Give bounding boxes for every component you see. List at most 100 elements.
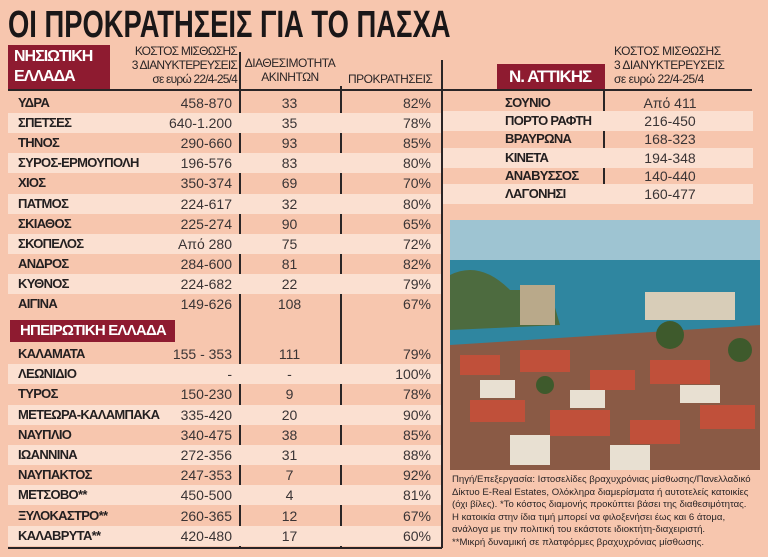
header-rule <box>8 89 442 91</box>
table-bottom-rule <box>8 547 442 549</box>
cell-book: 92% <box>402 467 431 484</box>
table-row: ΠΑΤΜΟΣ 224-617 32 80% <box>8 193 441 214</box>
cell-avail: 93 <box>281 135 298 152</box>
cell-cost: 216-450 <box>644 113 696 130</box>
table-row: ΞΥΛΟΚΑΣΤΡΟ** 260-365 12 67% <box>8 506 441 526</box>
category-label: Ν. ΑΤΤΙΚΗΣ <box>509 67 592 86</box>
attica-cost-header: ΚΟΣΤΟΣ ΜΙΣΘΩΣΗΣ 3 ΔΙΑΝΥΚΤΕΡΕΥΣΕΙΣ σε ευρ… <box>614 44 754 86</box>
cell-name: ΣΥΡΟΣ-ΕΡΜΟΥΠΟΛΗ <box>18 155 139 171</box>
cell-book: 78% <box>402 115 431 132</box>
cell-book: 70% <box>402 175 431 192</box>
table-row: ΚΥΘΝΟΣ 224-682 22 79% <box>8 273 441 294</box>
cost-header-line: ΚΟΣΤΟΣ ΜΙΣΘΩΣΗΣ <box>134 44 238 58</box>
harbor-town-image <box>450 220 760 470</box>
cell-avail: 4 <box>285 487 294 504</box>
cell-avail: - <box>287 366 292 383</box>
cell-cost: 150-230 <box>180 386 232 403</box>
category-label-line: ΝΗΣΙΩΤΙΚΗ <box>14 48 93 65</box>
cell-book: 60% <box>402 527 431 544</box>
cell-name: ΚΑΛΑΜΑΤΑ <box>18 346 85 361</box>
table-row: ΚΙΝΕΤΑ 194-348 <box>443 147 753 168</box>
page-title: ΟΙ ΠΡΟΚΡΑΤΗΣΕΙΣ ΓΙΑ ΤΟ ΠΑΣΧΑ <box>8 4 451 46</box>
cost-header-line: ΚΟΣΤΟΣ ΜΙΣΘΩΣΗΣ <box>614 44 721 58</box>
column-divider <box>441 60 443 548</box>
cell-cost: 140-440 <box>644 167 696 184</box>
cell-book: 80% <box>402 195 431 212</box>
bookings-header: ΠΡΟΚΡΑΤΗΣΕΙΣ <box>348 72 433 86</box>
table-row: ΑΙΓΙΝΑ 149-626 108 67% <box>8 294 441 314</box>
caption-note: Η κατοικία στην ίδια τιμή μπορεί να φιλο… <box>452 511 726 536</box>
cell-name: ΣΠΕΤΣΕΣ <box>18 115 72 131</box>
column-divider <box>239 52 241 548</box>
cell-name: ΜΕΤΕΩΡΑ-ΚΑΛΑΜΠΑΚΑ <box>18 406 160 422</box>
cell-cost: 350-374 <box>180 175 232 192</box>
cell-cost: 458-870 <box>180 95 232 111</box>
cell-cost: 149-626 <box>180 296 232 312</box>
table-row: ΚΑΛΑΒΡΥΤΑ** 420-480 17 60% <box>8 525 441 546</box>
table-row: ΝΑΥΠΛΙΟ 340-475 38 85% <box>8 425 441 445</box>
cell-cost: 225-274 <box>180 215 232 232</box>
cost-header-line: σε ευρώ 22/4-25/4 <box>614 72 704 86</box>
table-row: ΜΕΤΣΟΒΟ** 450-500 4 81% <box>8 485 441 506</box>
table-row: ΣΚΙΑΘΟΣ 225-274 90 65% <box>8 214 441 234</box>
cell-name: ΠΟΡΤΟ ΡΑΦΤΗ <box>505 113 592 129</box>
cell-cost: 284-600 <box>180 255 232 272</box>
availability-header-line: ΑΚΙΝΗΤΩΝ <box>261 70 319 84</box>
cell-name: ΞΥΛΟΚΑΣΤΡΟ** <box>18 507 108 523</box>
cost-header-line: 3 ΔΙΑΝΥΚΤΕΡΕΥΣΕΙΣ <box>614 58 725 72</box>
cell-book: 67% <box>402 296 431 312</box>
cell-cost: 196-576 <box>180 155 232 172</box>
cell-book: 72% <box>402 235 431 252</box>
cell-cost: 272-356 <box>180 447 232 463</box>
cell-name: ΥΔΡΑ <box>18 95 50 110</box>
cell-name: ΙΩΑΝΝΙΝΑ <box>18 447 78 462</box>
table-row: ΛΑΓΟΝΗΣΙ 160-477 <box>443 184 753 204</box>
cell-avail: 7 <box>285 467 294 484</box>
table-row: ΒΡΑΥΡΩΝΑ 168-323 <box>443 129 753 149</box>
cell-name: ΛΕΩΝΙΔΙΟ <box>18 366 77 382</box>
category-label: ΗΠΕΙΡΩΤΙΚΗ ΕΛΛΑΔΑ <box>20 322 167 339</box>
cell-name: ΣΟΥΝΙΟ <box>505 95 551 110</box>
cell-avail: 83 <box>281 155 298 172</box>
cell-avail: 111 <box>278 346 301 362</box>
cell-cost: 640-1.200 <box>168 115 232 132</box>
cell-cost: 194-348 <box>644 149 696 166</box>
table-row: ΧΙΟΣ 350-374 69 70% <box>8 173 441 193</box>
table-row: ΚΑΛΑΜΑΤΑ 155 - 353 111 79% <box>8 344 441 364</box>
cell-name: ΚΥΘΝΟΣ <box>18 275 69 291</box>
category-attica: Ν. ΑΤΤΙΚΗΣ <box>497 64 605 89</box>
cell-name: ΤΥΡΟΣ <box>18 386 58 402</box>
cell-book: 85% <box>402 135 431 152</box>
cost-header-line: σε ευρώ 22/4-25/4 <box>152 72 237 86</box>
cell-name: ΑΝΔΡΟΣ <box>18 255 69 271</box>
column-divider <box>340 86 342 548</box>
cell-book: 100% <box>395 366 431 383</box>
cell-avail: 32 <box>281 195 298 212</box>
cell-book: 79% <box>402 275 431 292</box>
category-islands: ΝΗΣΙΩΤΙΚΗ ΕΛΛΑΔΑ <box>8 45 110 89</box>
cell-avail: 20 <box>281 406 298 423</box>
cell-cost: 155 - 353 <box>172 346 232 362</box>
cell-avail: 35 <box>281 115 298 132</box>
cell-cost: Από 280 <box>177 235 232 252</box>
cell-name: ΝΑΥΠΑΚΤΟΣ <box>18 467 92 483</box>
table-row: ΣΚΟΠΕΛΟΣ Από 280 75 72% <box>8 233 441 254</box>
cell-book: 88% <box>402 447 431 463</box>
cell-cost: 290-660 <box>180 135 232 152</box>
table-row: ΝΑΥΠΑΚΤΟΣ 247-353 7 92% <box>8 465 441 485</box>
cell-cost: 340-475 <box>180 426 232 443</box>
cell-book: 65% <box>402 215 431 232</box>
table-row: ΜΕΤΕΩΡΑ-ΚΑΛΑΜΠΑΚΑ 335-420 20 90% <box>8 404 441 425</box>
cell-name: ΠΑΤΜΟΣ <box>18 195 69 211</box>
attica-column-divider <box>603 89 605 203</box>
cell-name: ΣΚΙΑΘΟΣ <box>18 215 72 231</box>
cell-avail: 38 <box>281 426 298 443</box>
cell-name: ΝΑΥΠΛΙΟ <box>18 426 72 442</box>
cell-avail: 108 <box>277 296 302 312</box>
cell-avail: 90 <box>281 215 298 232</box>
table-row: ΛΕΩΝΙΔΙΟ - - 100% <box>8 364 441 385</box>
cell-cost: 450-500 <box>180 487 232 504</box>
cell-name: ΣΚΟΠΕΛΟΣ <box>18 235 84 251</box>
table-row: ΑΝΑΒΥΣΣΟΣ 140-440 <box>443 166 753 186</box>
cell-name: ΚΑΛΑΒΡΥΤΑ** <box>18 527 101 543</box>
